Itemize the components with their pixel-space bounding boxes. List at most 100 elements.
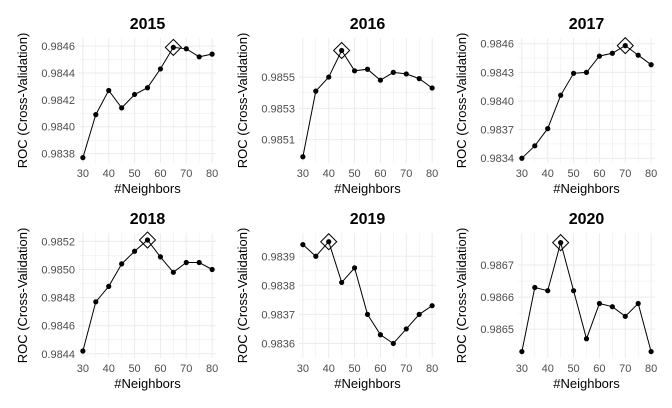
x-tick-label: 50 <box>128 168 140 180</box>
data-point <box>351 265 358 271</box>
y-tick-label: 0.9866 <box>480 292 514 304</box>
panel-2019: 30 40 50 60 70 80 0.9836 0.9837 0.9838 0.9839 2019… <box>235 211 438 391</box>
panel-title: 2015 <box>130 16 166 33</box>
y-tick-label: 0.9840 <box>480 96 514 108</box>
data-point <box>300 242 306 248</box>
x-tick-label: 40 <box>542 363 554 375</box>
x-tick-label: 30 <box>516 363 528 375</box>
panel-2020: 30 40 50 60 70 80 0.9865 0.9866 0.9867 2020 #Neigh… <box>454 211 657 391</box>
data-point <box>131 91 138 98</box>
data-point <box>364 311 371 317</box>
data-point <box>300 154 306 160</box>
x-axis-label: #Neighbors <box>334 181 401 196</box>
data-point <box>583 336 590 342</box>
x-tick-label: 40 <box>323 363 335 375</box>
y-tick-label: 0.9844 <box>41 349 75 361</box>
data-point <box>545 288 551 294</box>
x-tick-label: 60 <box>154 363 166 375</box>
x-tick-label: 30 <box>297 363 309 375</box>
x-tick-label: 80 <box>206 168 218 180</box>
panel-title: 2017 <box>569 16 605 33</box>
data-point <box>558 92 564 98</box>
data-point <box>596 53 603 59</box>
panel-title: 2020 <box>569 211 605 228</box>
data-point <box>648 348 654 355</box>
data-point <box>209 51 215 57</box>
data-point <box>170 269 176 275</box>
data-point <box>313 88 319 94</box>
best-point-diamond-marker <box>164 38 183 57</box>
data-point <box>209 266 215 273</box>
x-tick-label: 50 <box>567 363 579 375</box>
data-point <box>313 253 319 259</box>
best-point-diamond-marker <box>616 36 634 55</box>
data-point <box>183 46 189 52</box>
x-tick-label: 60 <box>374 168 386 180</box>
data-point <box>429 85 435 91</box>
data-point <box>326 239 332 245</box>
x-tick-label: 60 <box>374 363 386 375</box>
best-point-diamond-marker <box>138 231 157 249</box>
best-point-diamond-marker <box>320 233 338 251</box>
data-point <box>622 43 628 49</box>
data-point <box>106 87 112 94</box>
y-tick-label: 0.9846 <box>41 321 75 333</box>
data-point <box>339 47 345 54</box>
data-point <box>596 300 603 307</box>
y-tick-label: 0.9846 <box>41 41 75 53</box>
data-point <box>609 50 615 56</box>
x-tick-label: 60 <box>593 363 605 375</box>
data-point <box>545 126 551 132</box>
y-tick-label: 0.9838 <box>41 149 75 161</box>
data-point <box>377 77 384 83</box>
y-axis-label: ROC (Cross-Validation) <box>15 228 30 364</box>
data-point <box>532 284 538 291</box>
x-tick-label: 30 <box>77 168 89 180</box>
best-point-diamond-marker <box>551 233 570 252</box>
data-point <box>635 300 641 307</box>
panel-title: 2019 <box>350 211 386 228</box>
data-point <box>519 348 525 355</box>
y-tick-label: 0.9867 <box>480 260 514 272</box>
data-point <box>416 311 422 317</box>
panel-2017: 30 40 50 60 70 80 0.9834 0.9837 0.9840 0.9843 0.98… <box>454 16 657 196</box>
data-point <box>403 71 409 77</box>
data-point <box>339 279 345 286</box>
x-tick-label: 30 <box>297 168 309 180</box>
y-tick-label: 0.9840 <box>41 122 75 134</box>
x-tick-label: 80 <box>645 363 657 375</box>
x-tick-label: 40 <box>542 168 554 180</box>
data-point <box>106 283 112 289</box>
y-tick-label: 0.9837 <box>480 125 514 137</box>
y-tick-label: 0.9855 <box>261 72 295 84</box>
y-tick-label: 0.9838 <box>261 280 295 292</box>
data-point <box>119 261 125 267</box>
panel-2018: 30 40 50 60 70 80 0.9844 0.9846 0.9848 0.9850 0.98… <box>15 211 218 391</box>
x-tick-label: 60 <box>593 168 605 180</box>
y-axis-label: ROC (Cross-Validation) <box>235 228 250 364</box>
data-point <box>429 303 435 309</box>
data-point <box>648 62 654 68</box>
x-tick-label: 70 <box>619 363 631 375</box>
data-point <box>635 52 641 58</box>
data-point <box>364 66 371 72</box>
x-tick-label: 70 <box>180 363 192 375</box>
y-tick-label: 0.9853 <box>261 103 295 115</box>
y-axis-label: ROC (Cross-Validation) <box>454 33 469 169</box>
data-point <box>570 288 577 294</box>
data-point <box>583 69 590 75</box>
x-tick-label: 30 <box>77 363 89 375</box>
data-point <box>570 70 577 76</box>
y-axis-label: ROC (Cross-Validation) <box>15 33 30 169</box>
x-tick-label: 50 <box>567 168 579 180</box>
y-tick-label: 0.9839 <box>261 251 295 263</box>
data-point <box>144 237 151 243</box>
data-point <box>131 248 138 254</box>
data-point <box>519 155 525 161</box>
data-point <box>403 326 409 332</box>
x-tick-label: 40 <box>103 363 115 375</box>
y-tick-label: 0.9851 <box>261 135 295 147</box>
x-tick-label: 80 <box>645 168 657 180</box>
x-tick-label: 80 <box>426 363 438 375</box>
